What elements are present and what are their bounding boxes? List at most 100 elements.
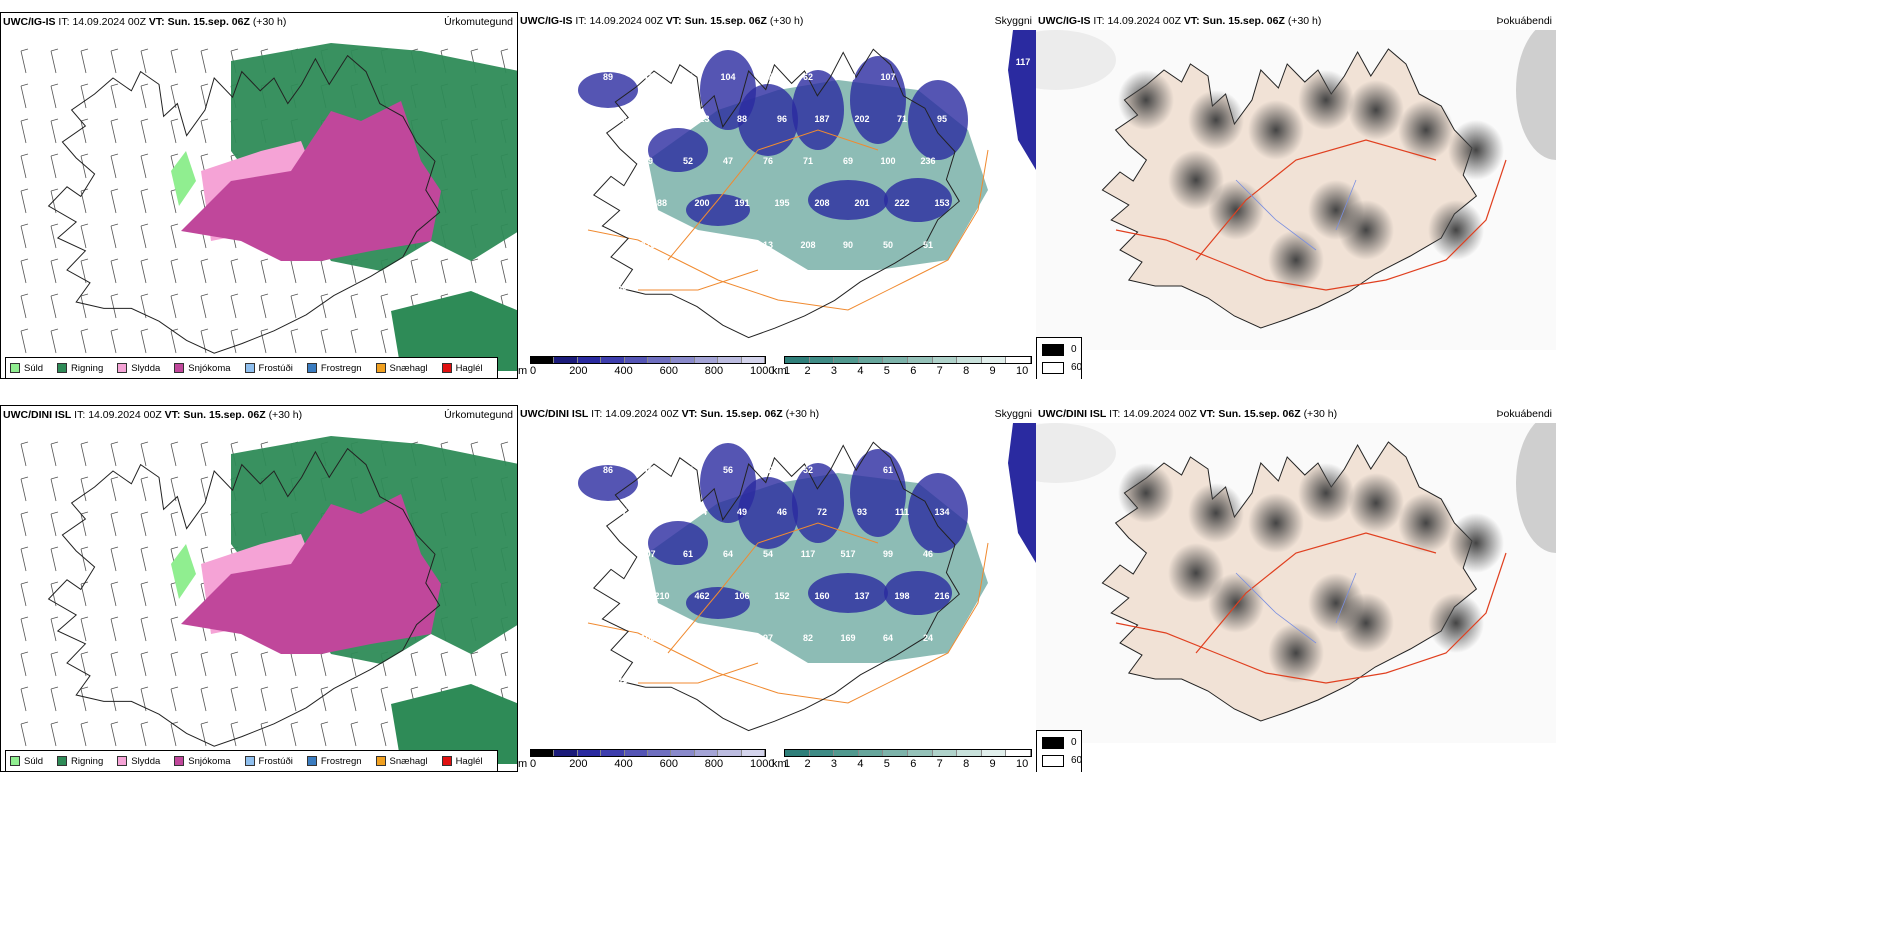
fog-intensity-area xyxy=(1208,180,1264,240)
cloud-base-value: 86 xyxy=(603,465,613,475)
cloud-base-value: 208 xyxy=(800,240,815,250)
wind-barb xyxy=(320,721,329,747)
wind-barb xyxy=(110,118,119,144)
cloud-base-area xyxy=(578,465,638,501)
legend-swatch xyxy=(10,363,20,373)
cloud-base-value: 46 xyxy=(643,465,653,475)
colorbar-segment xyxy=(907,357,933,363)
cloud-base-value: 89 xyxy=(603,72,613,82)
wind-barb xyxy=(350,721,359,747)
cloud-base-value: 222 xyxy=(894,198,909,208)
wind-barb xyxy=(80,118,89,144)
precip-legend-item: Rigning xyxy=(57,756,103,767)
precip-legend-item: Frostregn xyxy=(306,362,362,374)
panel-type-label: Þokuábendi xyxy=(1496,15,1552,27)
precip-legend-item: Haglél xyxy=(441,756,483,767)
cloud-base-value: 88 xyxy=(737,114,747,124)
fog-panel-row1: UWC/IG-IS IT: 14.09.2024 00Z VT: Sun. 15… xyxy=(1036,12,1556,379)
wind-barb xyxy=(110,651,119,677)
panel-title: UWC/DINI ISL IT: 14.09.2024 00Z VT: Sun.… xyxy=(3,409,303,421)
cloud-base-value: 161 xyxy=(614,591,629,601)
wind-barb xyxy=(80,328,89,354)
wind-barb xyxy=(320,328,329,354)
wind-barb xyxy=(230,651,239,677)
fog-intensity-area xyxy=(1268,230,1324,290)
colorbar-tick: 2 xyxy=(804,758,811,770)
wind-barb xyxy=(110,581,119,607)
precip-legend-item: Frostúði xyxy=(244,755,293,767)
roads xyxy=(587,129,989,311)
wind-barb xyxy=(380,721,389,747)
colorbar-tick: 10 xyxy=(1016,365,1029,377)
panel-type-label: Þokuábendi xyxy=(1496,408,1552,420)
cloud-base-value: 66 xyxy=(617,282,627,292)
legend-label: Frostúði xyxy=(258,755,293,767)
wind-barb xyxy=(140,223,149,249)
colorbar-segment xyxy=(624,357,649,363)
cloud-base-value: 160 xyxy=(814,591,829,601)
fog-legend-value: 60 xyxy=(1071,362,1083,373)
cloud-base-area xyxy=(738,477,798,549)
wind-barb xyxy=(200,476,209,502)
cloud-base-value: 63 xyxy=(617,114,627,124)
panel-type-label: Úrkomutegund xyxy=(444,409,513,421)
colorbar-segment xyxy=(671,357,695,363)
precip-legend-item: Slydda xyxy=(117,756,160,767)
legend-label: Frostúði xyxy=(258,362,293,374)
cloud-base-area xyxy=(648,521,708,565)
wind-barb xyxy=(140,651,149,677)
cloud-base-value: 46 xyxy=(777,507,787,517)
visibility-map: 86 46 45 56 72 52 59 61 598 97 67 74 49 46 72 93 111 134 9… xyxy=(578,423,1036,732)
fog-map xyxy=(1036,423,1556,743)
wind-barb xyxy=(470,258,479,284)
fog-intensity-area xyxy=(1248,100,1304,160)
wind-barb xyxy=(110,511,119,537)
colorbar-tick: 1 xyxy=(784,365,791,377)
wind-barb xyxy=(170,293,179,319)
wind-barb xyxy=(140,476,149,502)
colorbar-segment xyxy=(883,750,908,756)
wind-barb xyxy=(290,721,299,747)
fog-legend-value: 0 xyxy=(1071,344,1077,355)
legend-swatch xyxy=(306,363,317,373)
colorbar-segment xyxy=(858,357,884,363)
wind-barb xyxy=(260,258,269,284)
wind-barb xyxy=(110,188,119,214)
panel-type-label: Skyggni xyxy=(994,408,1032,420)
wind-barb xyxy=(80,546,89,572)
colorbar-tick: 10 xyxy=(1016,758,1029,770)
cloud-base-value: 205 xyxy=(614,198,629,208)
cloud-base-value: 72 xyxy=(817,507,827,517)
colorbar-tick: 9 xyxy=(989,365,996,377)
legend-label: Rigning xyxy=(71,362,104,374)
wind-barb xyxy=(260,721,269,747)
cloud-base-value: 72 xyxy=(763,465,773,475)
offshore-fog xyxy=(1036,423,1116,483)
wind-barb xyxy=(50,118,59,144)
wind-barb xyxy=(50,511,59,537)
fog-intensity-area xyxy=(1118,70,1174,130)
fog-legend-black-swatch xyxy=(1042,737,1064,749)
wind-barb xyxy=(410,651,419,677)
cloud-base-area xyxy=(578,72,638,108)
wind-barb xyxy=(350,293,359,319)
cloud-base-area xyxy=(808,180,888,220)
wind-barb xyxy=(20,188,29,214)
wind-barb xyxy=(170,223,179,249)
cloud-base-value: 95 xyxy=(937,114,947,124)
cloud-base-value: 106 xyxy=(734,591,749,601)
fog-intensity-area xyxy=(1268,623,1324,683)
fog-intensity-area xyxy=(1448,513,1504,573)
legend-label: Frostregn xyxy=(320,362,362,374)
colorbar-segment xyxy=(554,750,578,756)
wind-barb xyxy=(20,651,29,677)
wind-barb xyxy=(200,441,209,467)
wind-barb xyxy=(140,721,149,747)
cloud-base-area xyxy=(808,573,888,613)
wind-barb xyxy=(50,258,59,284)
legend-swatch xyxy=(244,363,255,373)
colorbar-segment xyxy=(648,750,672,756)
visibility-km-colorbar: km 1 2 3 4 5 6 7 8 9 10 xyxy=(772,749,1036,771)
offshore-fog xyxy=(1036,30,1116,90)
island-outline xyxy=(47,447,441,747)
